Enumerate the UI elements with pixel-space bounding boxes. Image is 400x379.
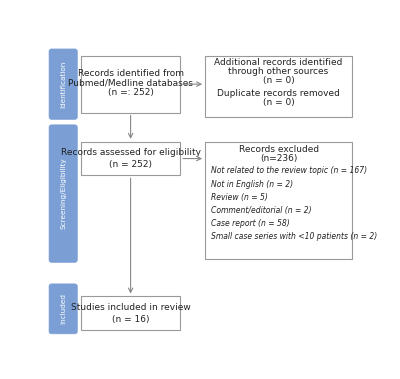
Text: Small case series with <10 patients (n = 2): Small case series with <10 patients (n =… (210, 232, 377, 241)
FancyBboxPatch shape (49, 125, 77, 262)
Text: (n=236): (n=236) (260, 154, 297, 163)
FancyBboxPatch shape (205, 142, 352, 258)
Text: Additional records identified: Additional records identified (214, 58, 343, 67)
Text: Review (n = 5): Review (n = 5) (210, 193, 268, 202)
FancyBboxPatch shape (205, 56, 352, 117)
Text: Records excluded: Records excluded (238, 146, 319, 155)
Text: Comment/editorial (n = 2): Comment/editorial (n = 2) (210, 206, 311, 215)
Text: (n = 0): (n = 0) (263, 76, 294, 85)
Text: Duplicate records removed: Duplicate records removed (217, 89, 340, 98)
Text: Case report (n = 58): Case report (n = 58) (210, 219, 289, 228)
FancyBboxPatch shape (81, 142, 180, 175)
Text: Records identified from: Records identified from (78, 69, 184, 78)
Text: Not in English (n = 2): Not in English (n = 2) (210, 180, 293, 189)
Text: (n = 16): (n = 16) (112, 315, 149, 324)
FancyBboxPatch shape (81, 56, 180, 113)
Text: (n = 252): (n = 252) (109, 160, 152, 169)
Text: (n =: 252): (n =: 252) (108, 88, 154, 97)
FancyBboxPatch shape (49, 284, 77, 334)
Text: (n = 0): (n = 0) (263, 98, 294, 107)
Text: Studies included in review: Studies included in review (71, 303, 190, 312)
Text: Included: Included (60, 293, 66, 324)
FancyBboxPatch shape (81, 296, 180, 330)
Text: Not related to the review topic (n = 167): Not related to the review topic (n = 167… (210, 166, 367, 175)
FancyBboxPatch shape (49, 49, 77, 119)
Text: Pubmed/Medline databases: Pubmed/Medline databases (68, 78, 193, 87)
Text: Records assessed for eligibility: Records assessed for eligibility (61, 148, 201, 157)
Text: Screening/Eligibility: Screening/Eligibility (60, 158, 66, 229)
Text: through other sources: through other sources (228, 67, 329, 76)
Text: Identification: Identification (60, 61, 66, 108)
